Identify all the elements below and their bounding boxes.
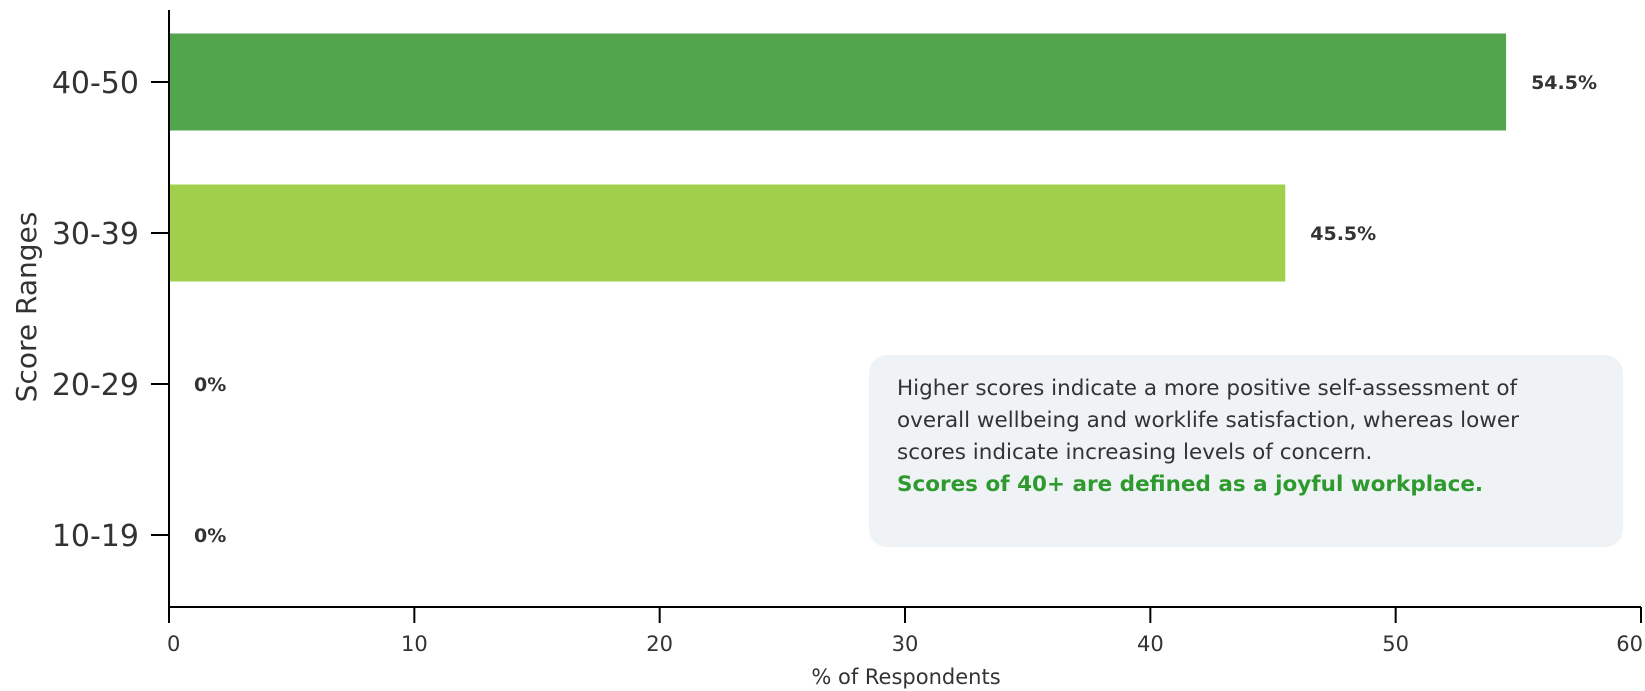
x-axis-ticks: 0 10 20 30 40 50 60 — [167, 607, 1643, 656]
note-box: Higher scores indicate a more positive s… — [869, 355, 1623, 547]
data-label-40-50: 54.5% — [1531, 72, 1597, 94]
bar-40-50 — [169, 33, 1507, 131]
x-tick-label: 40 — [1137, 632, 1164, 656]
note-highlight: Scores of 40+ are defined as a joyful wo… — [897, 472, 1484, 497]
x-tick-label: 10 — [401, 632, 428, 656]
x-tick-label: 50 — [1382, 632, 1409, 656]
y-axis-title: Score Ranges — [10, 212, 43, 403]
x-tick-label: 20 — [646, 632, 673, 656]
y-tick-label-40-50: 40-50 — [52, 66, 139, 101]
x-axis-title: % of Respondents — [811, 665, 1000, 689]
bars-group — [169, 33, 1507, 282]
data-label-20-29: 0% — [194, 374, 226, 396]
x-tick-label: 60 — [1616, 632, 1643, 656]
note-line: overall wellbeing and worklife satisfact… — [897, 408, 1519, 433]
note-line: Higher scores indicate a more positive s… — [897, 376, 1518, 401]
note-line: scores indicate increasing levels of con… — [897, 440, 1373, 465]
data-label-10-19: 0% — [194, 525, 226, 547]
x-tick-label: 0 — [167, 632, 180, 656]
y-tick-label-10-19: 10-19 — [52, 519, 139, 554]
y-axis-ticks: 40-50 30-39 20-29 10-19 — [52, 66, 169, 554]
y-tick-label-20-29: 20-29 — [52, 368, 139, 403]
data-label-30-39: 45.5% — [1310, 223, 1376, 245]
x-tick-label: 30 — [892, 632, 919, 656]
bar-30-39 — [169, 184, 1286, 282]
data-labels-group: 54.5% 45.5% 0% 0% — [194, 72, 1597, 547]
y-tick-label-30-39: 30-39 — [52, 217, 139, 252]
